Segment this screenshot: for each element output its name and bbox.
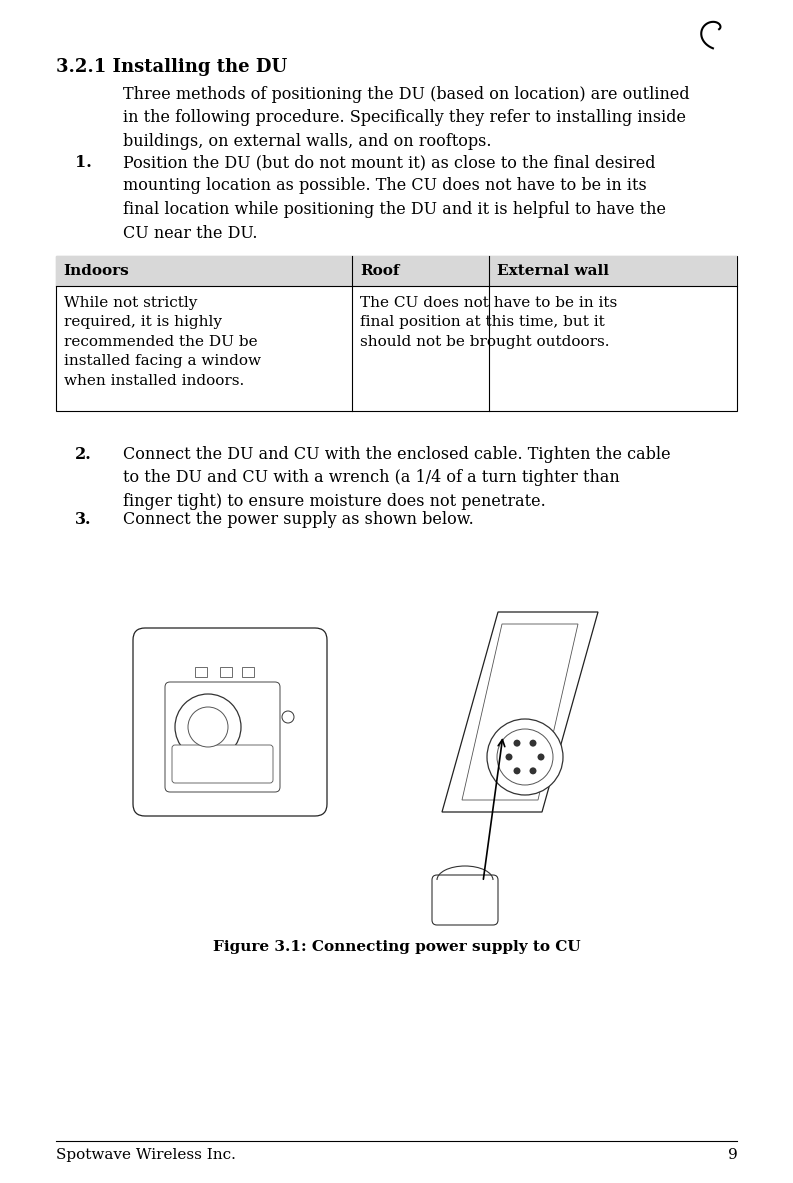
Text: Connect the DU and CU with the enclosed cable. Tighten the cable
to the DU and C: Connect the DU and CU with the enclosed … [123,446,671,510]
Circle shape [530,739,537,746]
Text: Spotwave Wireless Inc.: Spotwave Wireless Inc. [56,1148,236,1162]
Polygon shape [462,623,578,800]
FancyBboxPatch shape [172,745,273,783]
Circle shape [497,729,553,786]
Text: Roof: Roof [360,264,400,278]
FancyBboxPatch shape [165,683,280,791]
Text: While not strictly
required, it is highly
recommended the DU be
installed facing: While not strictly required, it is highl… [63,296,261,388]
Circle shape [514,768,520,775]
Circle shape [538,754,545,761]
Text: External wall: External wall [496,264,608,278]
Bar [56,256,737,286]
Text: 1.: 1. [75,154,92,172]
Bar [56,256,737,411]
Circle shape [188,707,228,746]
Text: Three methods of positioning the DU (based on location) are outlined
in the foll: Three methods of positioning the DU (bas… [123,86,690,150]
Circle shape [487,719,563,795]
Bar [195,667,207,677]
Text: 3.2.1 Installing the DU: 3.2.1 Installing the DU [56,58,287,76]
Circle shape [530,768,537,775]
Polygon shape [442,612,598,812]
Text: Figure 3.1: Connecting power supply to CU: Figure 3.1: Connecting power supply to C… [213,940,580,953]
Circle shape [282,711,294,723]
Circle shape [175,694,241,759]
FancyBboxPatch shape [133,628,327,816]
Bar [242,667,254,677]
Bar [220,667,232,677]
Text: 3.: 3. [75,511,92,528]
Text: Indoors: Indoors [63,264,129,278]
Text: Position the DU (but do not mount it) as close to the final desired
mounting loc: Position the DU (but do not mount it) as… [123,154,666,241]
Text: The CU does not have to be in its
final position at this time, but it
should not: The CU does not have to be in its final … [360,296,618,349]
Text: 9: 9 [728,1148,737,1162]
FancyBboxPatch shape [432,875,498,925]
Text: 2.: 2. [75,446,92,463]
Text: Connect the power supply as shown below.: Connect the power supply as shown below. [123,511,473,528]
Circle shape [505,754,512,761]
Circle shape [514,739,520,746]
